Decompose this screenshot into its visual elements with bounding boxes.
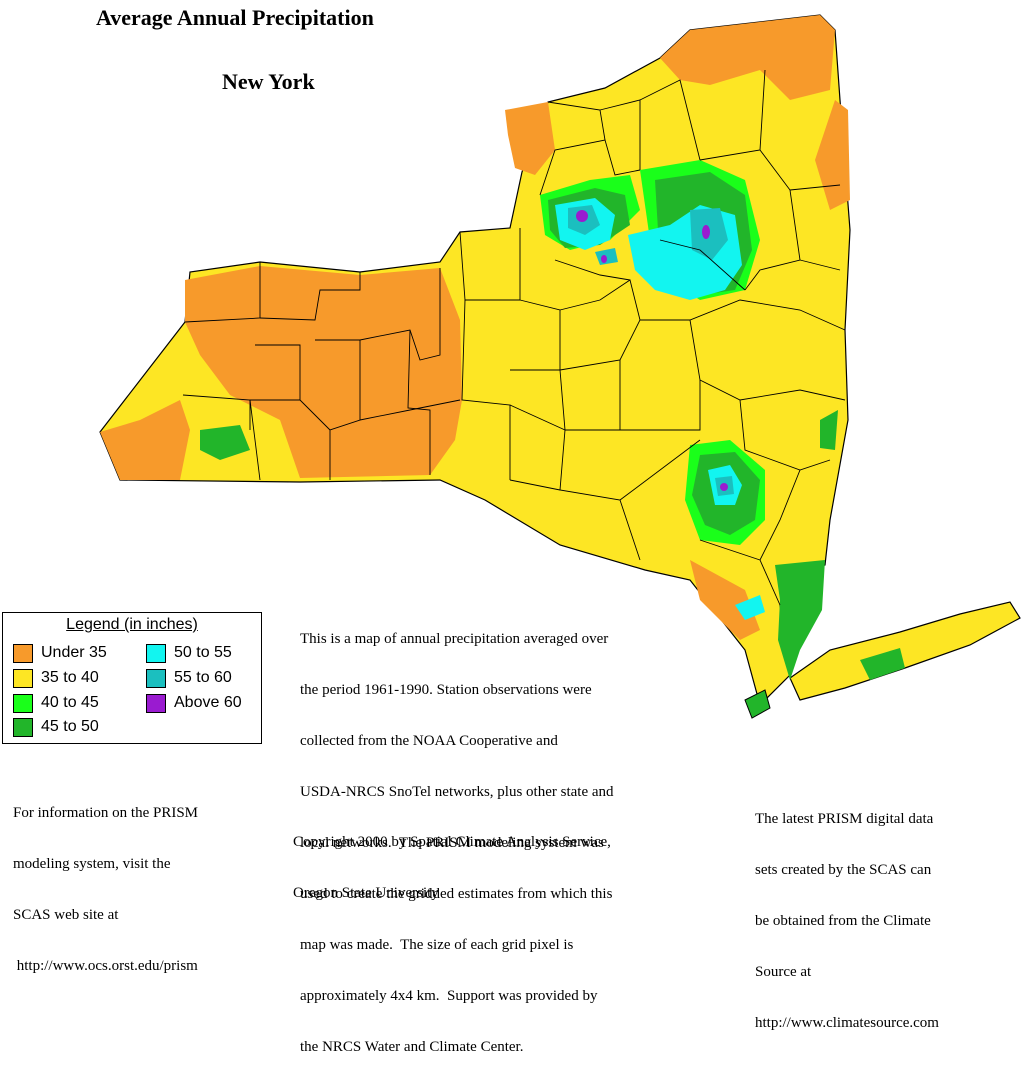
legend-item-40-45: 40 to 45 bbox=[13, 693, 99, 713]
legend-swatch bbox=[13, 693, 33, 713]
map-title: Average Annual Precipitation bbox=[96, 5, 374, 30]
legend-item-45-50: 45 to 50 bbox=[13, 717, 99, 737]
legend-item-50-55: 50 to 55 bbox=[146, 643, 232, 663]
legend-swatch bbox=[13, 643, 33, 663]
legend-item-above-60: Above 60 bbox=[146, 693, 242, 713]
copyright-note: Copyright 2000 by Spatial Climate Analys… bbox=[293, 834, 611, 901]
legend-item-under-35: Under 35 bbox=[13, 643, 107, 663]
long-island-shape bbox=[789, 601, 1021, 701]
legend-item-55-60: 55 to 60 bbox=[146, 668, 232, 688]
legend-title: Legend (in inches) bbox=[66, 616, 198, 633]
climatesource-link[interactable]: http://www.climatesource.com bbox=[755, 1015, 939, 1031]
map-subtitle: New York bbox=[222, 69, 315, 94]
latest-data-note: The latest PRISM digital data sets creat… bbox=[755, 811, 939, 1031]
new-york-precipitation-map bbox=[99, 14, 1021, 719]
dry-zones bbox=[100, 15, 850, 640]
wet-zones-above-60 bbox=[576, 210, 728, 491]
prism-info-note: For information on the PRISM modeling sy… bbox=[13, 805, 199, 974]
staten-island-shape bbox=[744, 689, 771, 719]
legend-swatch bbox=[146, 693, 166, 713]
legend-swatch bbox=[146, 643, 166, 663]
prism-link[interactable]: http://www.ocs.orst.edu/prism bbox=[13, 958, 198, 974]
legend-item-35-40: 35 to 40 bbox=[13, 668, 99, 688]
county-boundaries bbox=[182, 69, 846, 606]
legend-swatch bbox=[146, 668, 166, 688]
legend: Legend (in inches) Under 35 35 to 40 40 … bbox=[2, 612, 262, 744]
legend-swatch bbox=[13, 717, 33, 737]
legend-swatch bbox=[13, 668, 33, 688]
